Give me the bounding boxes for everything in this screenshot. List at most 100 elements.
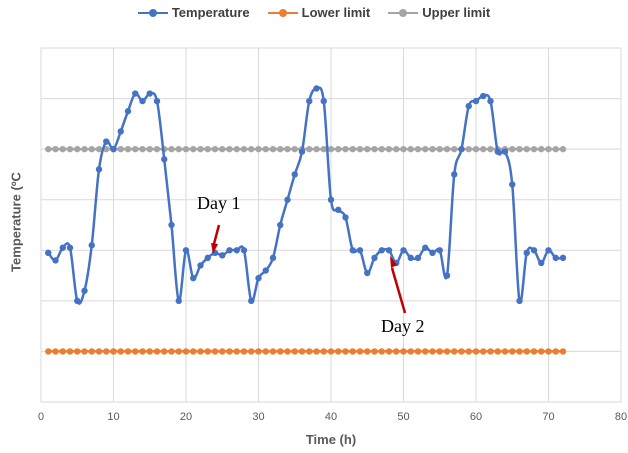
chart-legend: Temperature Lower limit Upper limit [0,5,628,20]
series-point-lower-limit [320,348,327,355]
series-point-lower-limit [501,348,509,355]
series-point-lower-limit [226,348,233,355]
series-point-temperature [153,97,161,105]
x-axis-label: Time (h) [305,432,357,447]
series-point-upper-limit [197,145,204,153]
series-point-upper-limit [443,145,451,153]
series-point-temperature [487,97,494,105]
series-point-temperature [132,90,139,97]
series-point-upper-limit [117,145,124,153]
series-point-upper-limit [429,145,436,153]
series-point-upper-limit [233,145,240,153]
series-point-lower-limit [306,348,313,355]
series-point-temperature [226,247,233,254]
series-point-temperature [117,128,124,135]
series-point-temperature [95,166,103,173]
series-point-upper-limit [95,145,103,153]
series-line-temperature [47,86,564,305]
series-point-upper-limit [342,145,349,153]
series-point-upper-limit [306,145,313,153]
series-point-temperature [277,221,284,229]
series-point-upper-limit [349,145,356,153]
series-point-upper-limit [124,145,132,153]
series-point-upper-limit [509,145,516,153]
series-point-upper-limit [45,145,52,153]
series-point-temperature [335,206,342,214]
series-point-temperature [364,269,371,277]
series-point-lower-limit [458,348,465,355]
series-point-upper-limit [545,145,552,153]
series-point-upper-limit [262,145,269,153]
series-point-temperature [356,247,364,254]
series-point-upper-limit [422,145,429,153]
series-point-lower-limit [233,348,240,355]
series-point-temperature [233,247,240,254]
series-point-lower-limit [371,348,378,355]
legend-label-temperature: Temperature [171,5,250,20]
series-point-lower-limit [45,348,52,355]
series-point-lower-limit [88,348,95,355]
series-point-upper-limit [284,145,291,153]
series-point-lower-limit [110,348,117,355]
annotation-arrow-day-1 [212,224,221,245]
series-point-lower-limit [255,348,262,355]
series-point-upper-limit [327,145,335,153]
series-point-lower-limit [349,348,356,355]
series-point-temperature [494,148,501,155]
series-point-lower-limit [291,348,298,355]
series-point-lower-limit [472,348,480,355]
series-point-temperature [480,92,487,100]
series-point-lower-limit [487,348,494,355]
series-point-upper-limit [211,145,219,153]
series-point-upper-limit [480,145,487,153]
series-point-temperature [349,247,356,254]
series-point-temperature [559,254,567,262]
series-point-temperature [124,108,132,115]
series-point-upper-limit [364,145,371,153]
series-point-lower-limit [146,348,153,355]
series-point-upper-limit [436,145,443,153]
series-point-upper-limit [393,145,400,153]
series-point-temperature [509,181,516,188]
series-point-lower-limit [284,348,291,355]
series-point-temperature [414,254,422,262]
series-point-lower-limit [523,348,530,355]
series-point-lower-limit [480,348,487,355]
series-point-lower-limit [385,348,393,355]
series-point-upper-limit [451,145,458,153]
series-point-lower-limit [429,348,436,355]
series-point-temperature [407,254,414,262]
series-point-temperature [110,145,117,153]
series-point-temperature [81,287,88,294]
annotation-arrow-day-2 [390,267,407,314]
series-point-upper-limit [240,145,248,153]
x-tick-label: 20 [180,411,192,423]
legend-swatch-upper-limit [388,7,419,19]
series-point-temperature [197,262,204,269]
series-point-temperature [255,274,262,282]
series-point-lower-limit [74,348,81,355]
series-point-upper-limit [371,145,378,153]
series-point-temperature [342,214,349,221]
series-point-lower-limit [393,348,400,355]
series-point-lower-limit [124,348,132,355]
series-point-upper-limit [81,145,88,153]
series-point-temperature [45,249,52,257]
series-point-lower-limit [443,348,451,355]
series-point-lower-limit [451,348,458,355]
annotation-day-1: Day 1 [197,193,241,213]
series-point-temperature [422,244,429,251]
x-tick-label: 80 [615,411,627,423]
series-point-lower-limit [161,348,168,355]
series-point-temperature [103,138,110,145]
series-point-upper-limit [182,145,190,153]
series-point-temperature [429,249,436,257]
series-point-temperature [443,272,451,279]
series-point-lower-limit [52,348,59,355]
annotation-day-2: Day 2 [381,316,425,336]
series-point-temperature [523,249,530,257]
series-point-temperature [204,254,211,262]
series-point-lower-limit [516,348,523,355]
series-point-temperature [262,267,269,274]
series-point-temperature [240,247,248,254]
